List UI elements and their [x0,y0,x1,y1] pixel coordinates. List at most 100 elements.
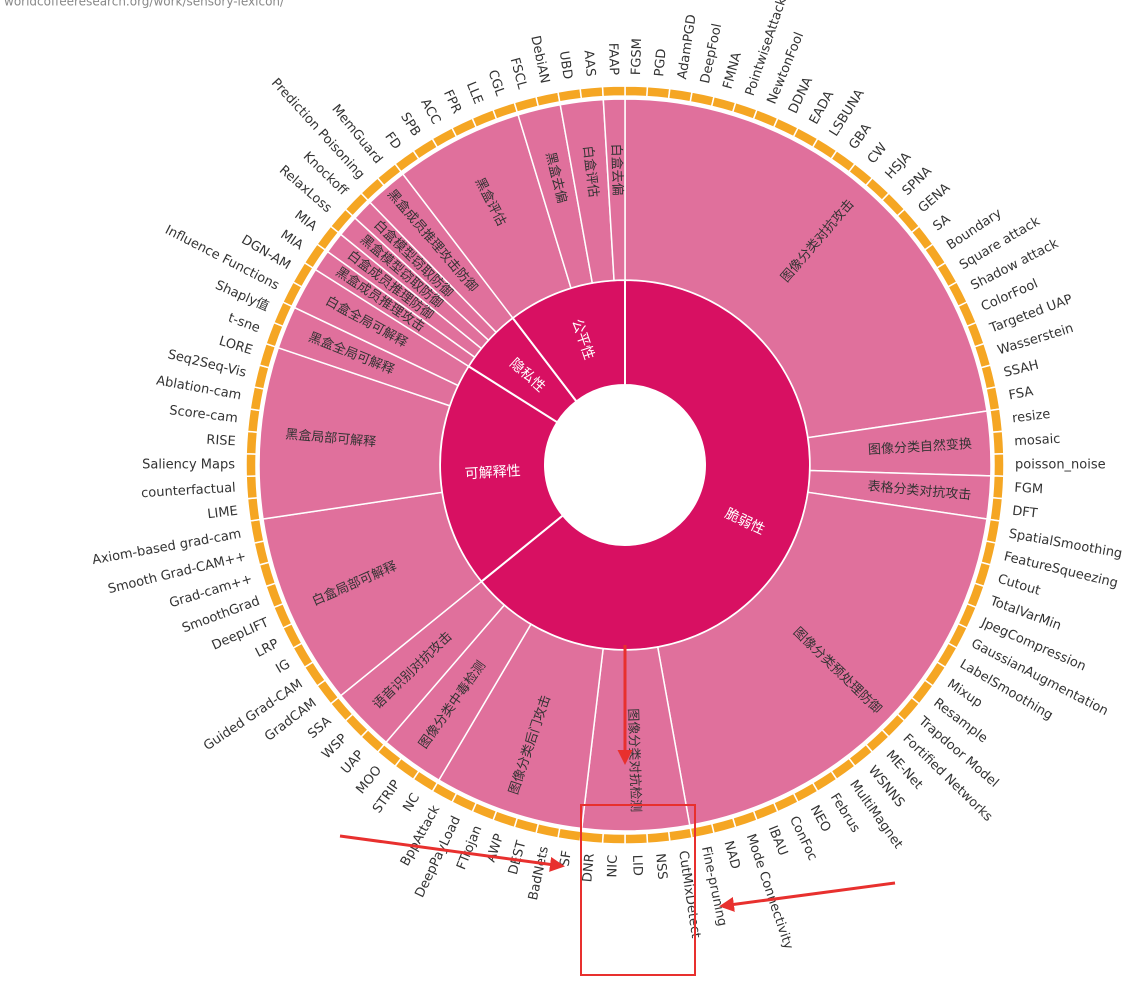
leaf-segment [689,91,715,108]
leaf-segment [601,832,626,845]
leaf-segment [245,475,259,500]
leaf-segment [989,408,1004,434]
leaf-label: resize [1011,407,1051,426]
leaf-label: NIC [605,855,621,878]
leaf-label: DebiAN [527,34,552,85]
leaf-segment [667,87,693,103]
annotations [339,645,896,976]
leaf-label: LLE [463,80,485,107]
leaf-label: counterfactual [141,481,236,502]
leaf-label: RISE [206,433,236,450]
highlight-box [580,804,696,976]
leaf-segment [980,540,997,566]
leaf-label: FSCL [507,56,530,91]
leaf-segment [253,364,270,390]
leaf-label: FGSM [629,38,645,75]
middle-label: 白盒评估 [580,145,602,199]
leaf-segment [985,518,1001,544]
leaf-label: LORE [217,334,254,358]
middle-segment [656,491,988,827]
leaf-label: t-sne [226,311,262,336]
leaf-label: IBAU [765,824,791,859]
leaf-label: CW [865,140,891,167]
middle-label: 图像分类对抗检测 [625,708,643,812]
leaf-segment [246,408,261,434]
leaf-label: FGM [1014,481,1044,498]
leaf-label: ACC [417,96,443,127]
leaf-segment [989,496,1004,522]
middle-segment [602,98,626,282]
inner-label: 可解释性 [464,463,521,482]
leaf-label: Ablation-cam [155,373,242,403]
leaf-label: MIA [277,228,305,254]
leaf-label: SA [930,212,953,235]
leaf-segment [579,85,604,100]
leaf-segment [245,452,257,478]
leaf-label: FD [381,130,403,153]
arrow [719,881,896,912]
leaf-label: SPB [397,110,423,139]
leaf-label: WSP [319,731,350,762]
leaf-segment [646,830,671,845]
leaf-segment [579,830,604,845]
arrow [339,834,565,872]
leaf-segment [535,91,561,108]
leaf-segment [624,85,649,98]
leaf-segment [991,475,1005,500]
leaf-segment [557,827,583,843]
leaf-segment [253,540,270,566]
leaf-label: NC [400,791,423,815]
leaf-label: AdamPGD [675,13,700,80]
page-url: worldcoffeeresearch.org/work/sensory-lex… [4,0,285,9]
leaf-label: poisson_noise [1015,458,1106,473]
leaf-label: AAS [581,50,598,78]
middle-label: 白盒去偏 [608,143,626,195]
leaf-label: LID [629,855,645,877]
leaf-segment [245,430,259,455]
leaf-segment [601,85,626,98]
leaf-label: FSA [1008,384,1035,403]
leaf-label: NEO [807,803,834,835]
leaf-label: DNR [580,853,597,883]
leaf-label: CGL [485,68,508,99]
leaf-label: MIA [291,208,319,235]
leaf-label: DeepFool [698,22,725,85]
leaf-label: Score-cam [168,403,238,426]
leaf-label: FPR [440,88,464,116]
leaf-label: Saliency Maps [142,458,235,473]
leaf-segment [993,452,1005,478]
leaf-segment [557,87,583,103]
leaf-segment [980,364,997,390]
leaf-label: mosaic [1014,432,1061,450]
leaf-segment [667,827,693,843]
leaf-label: NAD [721,839,743,871]
leaf-label: BadNets [526,845,552,902]
leaf-label: NSS [652,853,669,880]
leaf-label: CutMixDetect [675,850,703,940]
sunburst: FGSM PGD AdamPGDDeepFoolFMNAPointwiseAttac… [91,0,1123,952]
leaf-segment [535,822,561,839]
leaf-segment [991,430,1005,455]
leaf-label: FMNA [721,51,745,91]
leaf-segment [249,518,265,544]
leaf-segment [249,386,265,412]
leaf-segment [624,832,649,845]
leaf-label: GBA [846,121,875,152]
leaf-label: SSA [305,714,334,742]
leaf-label: Cutout [996,572,1042,599]
middle-segment [624,98,988,439]
leaf-segment [689,822,715,839]
leaf-label: PGD [652,48,669,77]
leaf-label: LRP [253,636,281,660]
leaf-label: DFT [1011,504,1038,522]
leaf-label: UAP [339,748,368,778]
leaf-label: LIME [207,504,239,523]
leaf-label: IG [273,657,293,677]
leaf-segment [646,85,671,100]
leaf-segment [985,386,1001,412]
leaf-label: FAAP [605,43,621,76]
leaf-label: UBD [556,50,575,80]
leaf-segment [246,496,261,522]
leaf-label: SSAH [1002,358,1040,381]
